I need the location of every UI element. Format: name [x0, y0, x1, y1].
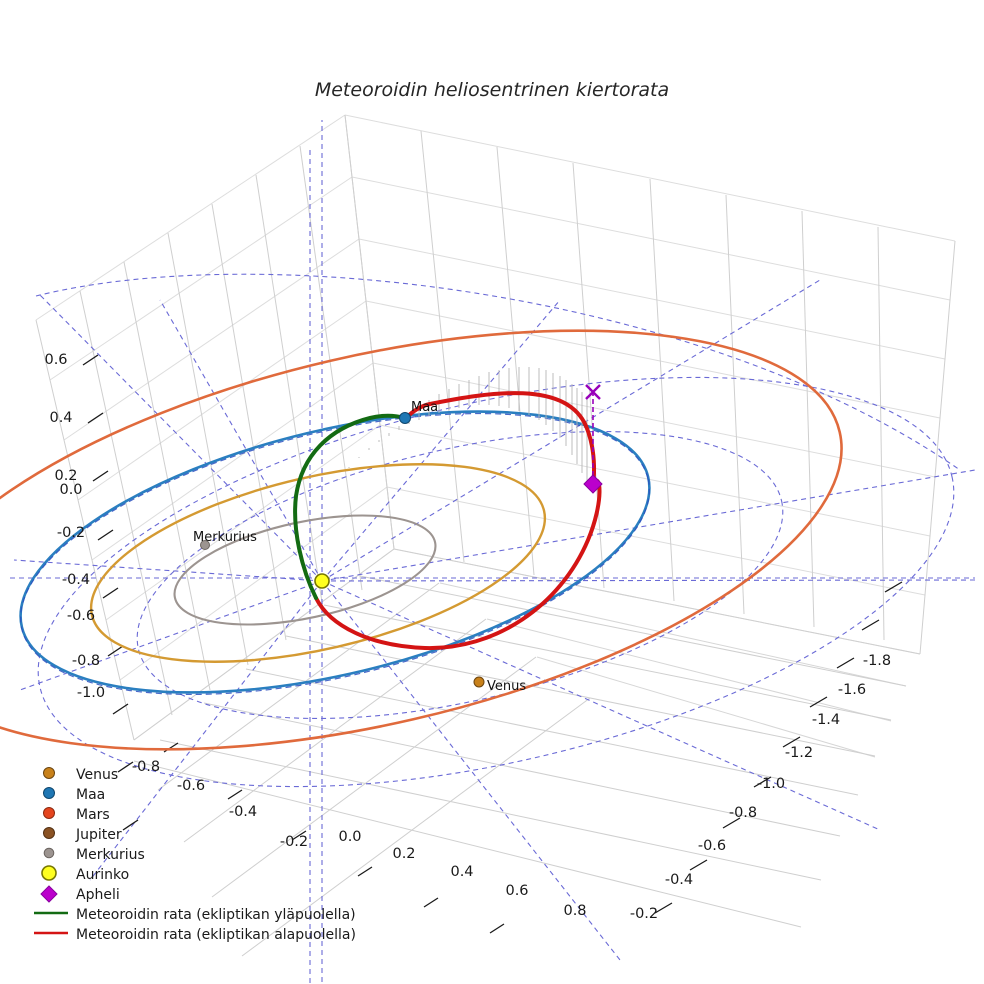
x-tick-label: 0.0	[338, 829, 361, 845]
jupiter-marker-icon	[43, 827, 55, 839]
legend-item-jupiter[interactable]: Jupiter	[43, 827, 122, 843]
z-tick-label: -0.2	[57, 525, 85, 541]
legend-label: Meteoroidin rata (ekliptikan yläpuolella…	[76, 907, 356, 923]
z-tick-label: -0.8	[72, 653, 100, 669]
point-annotations: Maa Merkurius Venus	[193, 400, 526, 694]
marker-venus	[473, 676, 485, 688]
y-tick-label: -0.2	[630, 906, 658, 922]
axes-panes	[35, 114, 956, 957]
aphelion-group	[583, 384, 603, 494]
legend-label: Meteoroidin rata (ekliptikan alapuolella…	[76, 927, 356, 943]
legend-item-meteoroid-upper[interactable]: Meteoroidin rata (ekliptikan yläpuolella…	[34, 907, 356, 923]
z-tick-label: -1.0	[77, 685, 105, 701]
legend-label: Venus	[76, 767, 118, 783]
x-tick-label: -0.4	[229, 804, 257, 820]
legend-item-aurinko[interactable]: Aurinko	[41, 865, 129, 883]
x-tick-label: -0.2	[280, 834, 308, 850]
x-tick-label: 0.4	[450, 864, 473, 880]
z-axis-tick-labels: 0.6 0.4 0.2 0.0 -0.2 -0.4 -0.6 -0.8 -1.0	[44, 352, 105, 701]
z-tick-label: 0.6	[44, 352, 67, 368]
y-tick-label: -1.4	[812, 712, 840, 728]
annotation-merkurius: Merkurius	[193, 530, 257, 545]
legend-label: Merkurius	[76, 847, 145, 863]
legend-label: Maa	[76, 787, 105, 803]
venus-marker-icon	[43, 767, 55, 779]
y-axis-tick-labels: -0.2 -0.4 -0.6 -0.8 -1.0 -1.2 -1.4 -1.6 …	[630, 653, 891, 922]
legend-label: Jupiter	[75, 827, 122, 843]
x-tick-label: -0.8	[132, 759, 160, 775]
marker-maa	[399, 412, 411, 424]
aphelion-x-icon	[585, 384, 601, 400]
annotation-maa: Maa	[411, 400, 438, 415]
meteoroid-orbit-upper	[293, 413, 407, 600]
x-axis-tick-labels: -0.8 -0.6 -0.4 -0.2 0.0 0.2 0.4 0.6 0.8	[132, 759, 587, 919]
legend-item-venus[interactable]: Venus	[43, 767, 119, 783]
aurinko-marker-icon	[41, 865, 57, 881]
legend-item-apheli[interactable]: Apheli	[40, 885, 120, 903]
legend: Venus Maa Mars Jupiter Merkurius	[34, 767, 356, 943]
pane-floor	[133, 548, 921, 957]
x-tick-label: 0.6	[505, 883, 528, 899]
chart-title: Meteoroidin heliosentrinen kiertorata	[315, 79, 669, 101]
annotation-venus: Venus	[487, 679, 526, 694]
x-tick-label: -0.6	[177, 778, 205, 794]
marker-merkurius	[200, 540, 210, 550]
legend-item-meteoroid-lower[interactable]: Meteoroidin rata (ekliptikan alapuolella…	[34, 927, 356, 943]
planet-markers	[200, 412, 485, 688]
y-tick-label: -0.4	[665, 872, 693, 888]
legend-item-merkurius[interactable]: Merkurius	[43, 847, 145, 863]
merkurius-marker-icon	[43, 847, 55, 859]
pane-right-verticals	[344, 114, 956, 655]
z-tick-label: 0.0	[59, 482, 82, 498]
legend-label: Aurinko	[76, 867, 129, 883]
marker-aurinko	[314, 573, 330, 589]
aphelion-diamond-icon	[583, 474, 603, 494]
y-tick-label: -1.0	[757, 776, 785, 792]
legend-label: Apheli	[76, 887, 120, 903]
mars-marker-icon	[43, 807, 55, 819]
z-tick-label: -0.4	[62, 572, 90, 588]
legend-item-maa[interactable]: Maa	[43, 787, 106, 803]
y-tick-label: -1.6	[838, 682, 866, 698]
pane-floor-extra	[439, 582, 907, 758]
y-tick-label: -0.8	[729, 805, 757, 821]
z-tick-label: -0.6	[67, 608, 95, 624]
legend-item-mars[interactable]: Mars	[43, 807, 110, 823]
z-tick-label: 0.2	[54, 468, 77, 484]
x-tick-label: 0.2	[392, 846, 415, 862]
y-tick-label: -1.8	[863, 653, 891, 669]
legend-label: Mars	[76, 807, 110, 823]
y-tick-label: -1.2	[785, 745, 813, 761]
z-tick-label: 0.4	[49, 410, 72, 426]
orbit-mars	[0, 329, 843, 751]
x-tick-label: 0.8	[563, 903, 586, 919]
apheli-diamond-icon	[40, 885, 58, 903]
maa-marker-icon	[43, 787, 55, 799]
orbit-maa-projection	[20, 412, 650, 696]
y-tick-label: -0.6	[698, 838, 726, 854]
